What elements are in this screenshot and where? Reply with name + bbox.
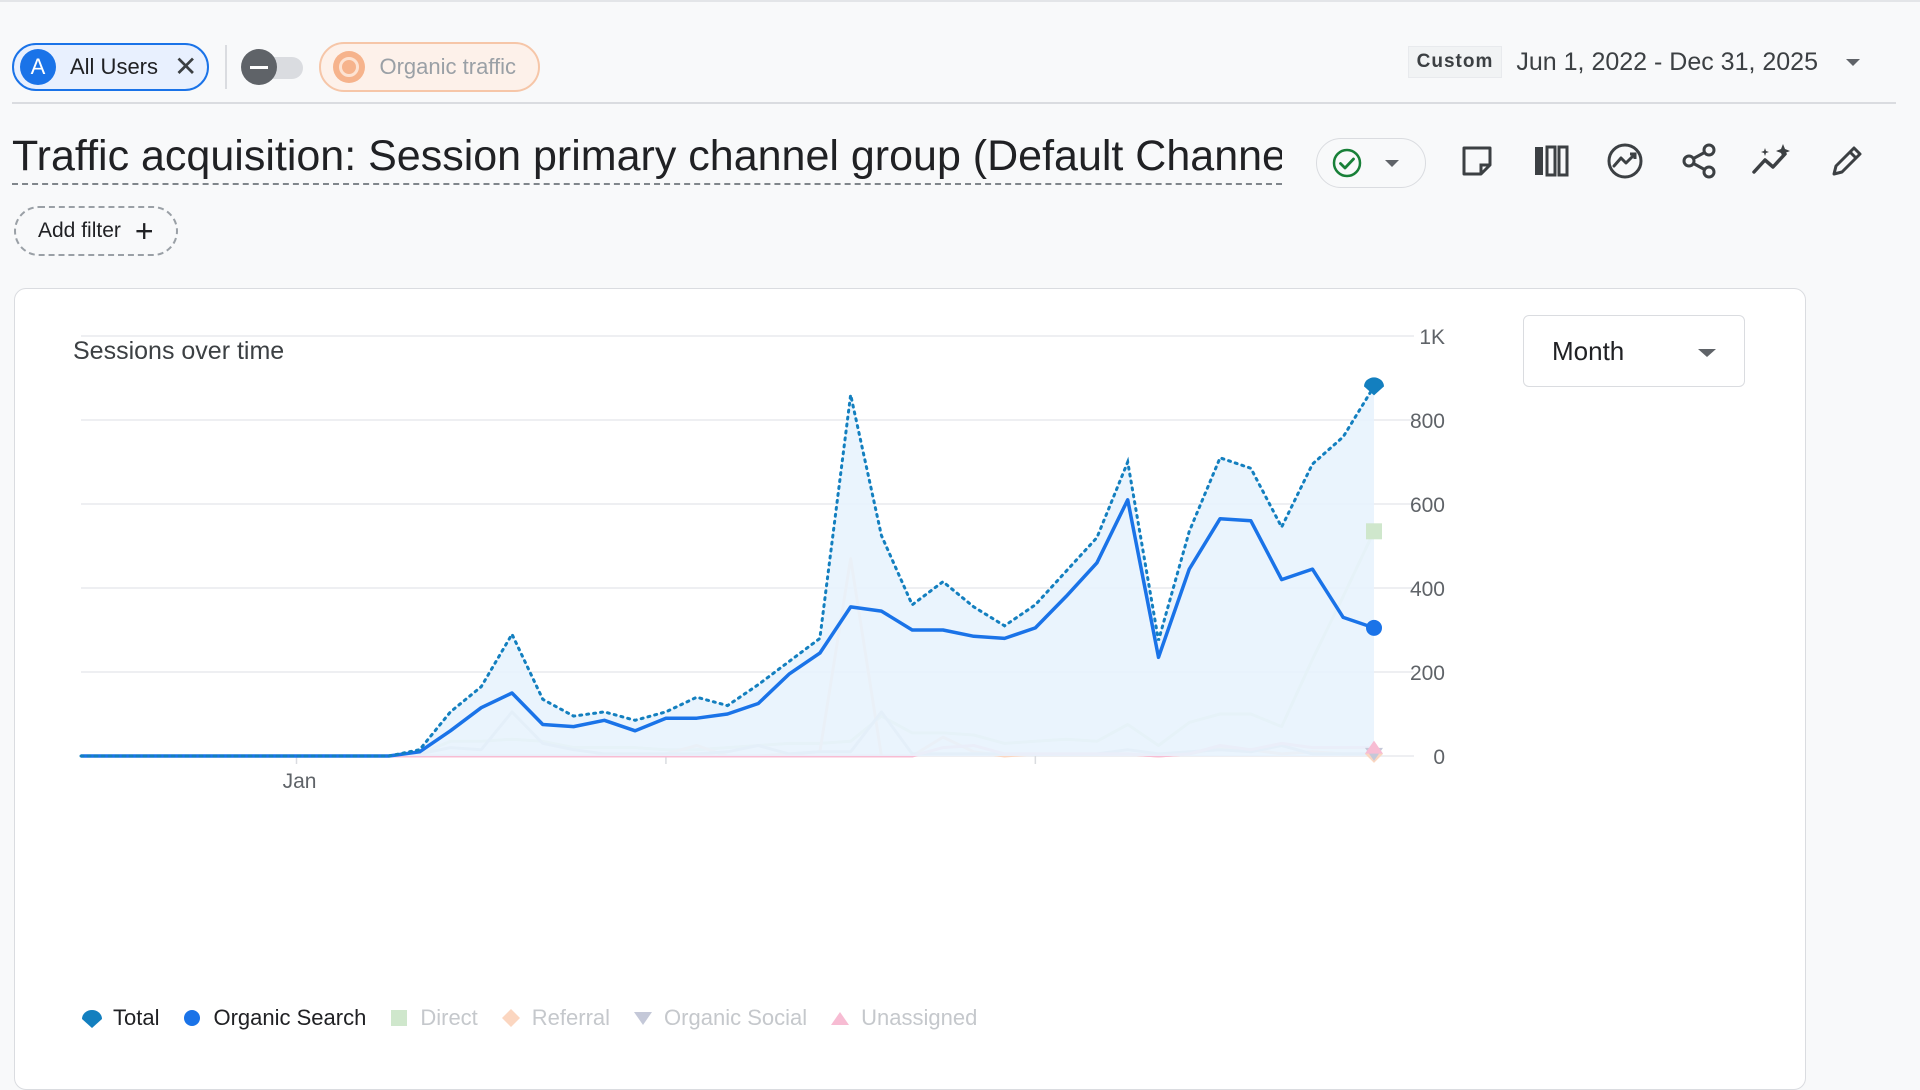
segment-label: Organic traffic bbox=[379, 54, 517, 79]
legend-label: Organic Search bbox=[213, 1005, 367, 1030]
legend-marker-triangle-up-icon bbox=[829, 1007, 851, 1029]
y-tick-label: 600 bbox=[1410, 494, 1445, 517]
plus-icon: + bbox=[134, 213, 154, 249]
end-marker-unassigned bbox=[1365, 740, 1383, 754]
add-filter-label: Add filter bbox=[38, 219, 121, 242]
date-range-tag: Custom bbox=[1407, 46, 1503, 78]
end-marker-organic_search bbox=[1366, 619, 1382, 636]
legend-label: Referral bbox=[531, 1005, 611, 1030]
note-icon[interactable] bbox=[1452, 136, 1502, 186]
legend-label: Total bbox=[113, 1005, 160, 1030]
legend-marker-square-icon bbox=[388, 1007, 410, 1029]
legend-label: Organic Social bbox=[664, 1005, 808, 1030]
sessions-line-chart: 0 200 400 600 800 1K Jan bbox=[79, 326, 1445, 793]
legend-label: Direct bbox=[420, 1005, 478, 1030]
legend-marker-circle-icon bbox=[181, 1007, 203, 1029]
legend-label: Unassigned bbox=[861, 1005, 978, 1030]
legend-item-referral[interactable]: Referral bbox=[500, 1005, 610, 1031]
granularity-select[interactable]: Month bbox=[1523, 315, 1745, 387]
close-icon[interactable]: ✕ bbox=[174, 51, 198, 82]
y-tick-label: 1K bbox=[1419, 326, 1445, 349]
compare-columns-icon[interactable] bbox=[1526, 136, 1576, 186]
legend-item-unassigned[interactable]: Unassigned bbox=[829, 1005, 977, 1031]
legend-marker-diamond-icon bbox=[500, 1007, 522, 1029]
header-divider bbox=[12, 102, 1896, 104]
date-range-text: Jun 1, 2022 - Dec 31, 2025 bbox=[1516, 47, 1818, 76]
share-icon[interactable] bbox=[1674, 136, 1724, 186]
series-line-total bbox=[79, 384, 1376, 758]
minus-icon bbox=[241, 49, 278, 85]
y-tick-label: 0 bbox=[1433, 746, 1445, 769]
legend-item-organic_social[interactable]: Organic Social bbox=[632, 1005, 807, 1031]
segment-bar: A All Users ✕ Organic traffic bbox=[12, 40, 541, 94]
segment-label: All Users bbox=[70, 54, 159, 79]
check-circle-icon bbox=[1332, 148, 1362, 178]
segment-ring-icon bbox=[333, 51, 366, 83]
x-tick-label: Jan bbox=[283, 770, 317, 793]
report-status-dropdown[interactable] bbox=[1316, 138, 1426, 188]
chevron-down-icon bbox=[1846, 58, 1860, 66]
segment-divider bbox=[225, 45, 228, 89]
legend-item-direct[interactable]: Direct bbox=[388, 1005, 478, 1031]
chart-legend: Total Organic Search Direct Referral Organic… bbox=[81, 1005, 999, 1031]
trending-sparkle-icon[interactable] bbox=[1748, 136, 1798, 186]
chevron-down-icon bbox=[1698, 349, 1716, 357]
segment-avatar: A bbox=[20, 49, 56, 85]
end-marker-total bbox=[1364, 377, 1384, 396]
page-title[interactable]: Traffic acquisition: Session primary cha… bbox=[12, 132, 1282, 185]
end-marker-direct bbox=[1366, 523, 1382, 540]
legend-item-total[interactable]: Total bbox=[81, 1005, 159, 1031]
legend-item-organic_search[interactable]: Organic Search bbox=[181, 1005, 366, 1031]
edit-pencil-icon[interactable] bbox=[1822, 136, 1872, 186]
y-tick-label: 200 bbox=[1410, 662, 1445, 685]
segment-chip-organic-traffic[interactable]: Organic traffic bbox=[319, 42, 541, 92]
card-title: Sessions over time bbox=[73, 337, 285, 365]
total-area bbox=[81, 386, 1374, 756]
add-filter-button[interactable]: Add filter + bbox=[14, 206, 178, 256]
legend-marker-triangle-down-icon bbox=[632, 1007, 654, 1029]
sessions-chart-card: Sessions over time Month 0 200 400 600 800 1K… bbox=[14, 288, 1806, 1090]
comparison-toggle[interactable] bbox=[241, 49, 307, 85]
segment-chip-all-users[interactable]: A All Users ✕ bbox=[12, 43, 210, 91]
legend-marker-pin-icon bbox=[81, 1007, 103, 1029]
date-range-picker[interactable]: Custom Jun 1, 2022 - Dec 31, 2025 bbox=[1407, 46, 1860, 78]
y-tick-label: 400 bbox=[1410, 578, 1445, 601]
top-divider bbox=[0, 0, 1920, 2]
insights-chart-icon[interactable] bbox=[1600, 136, 1650, 186]
y-tick-label: 800 bbox=[1410, 410, 1445, 433]
chevron-down-icon bbox=[1385, 159, 1399, 167]
granularity-value: Month bbox=[1552, 335, 1625, 366]
